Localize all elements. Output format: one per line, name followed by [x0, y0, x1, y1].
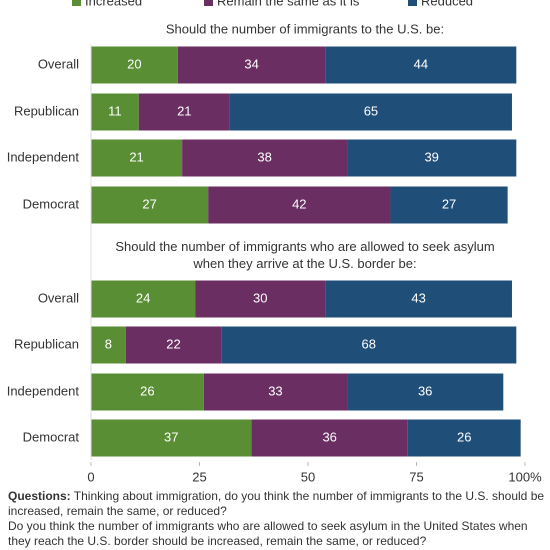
- bar-value-label: 39: [424, 149, 438, 164]
- bar-value-label: 24: [136, 290, 150, 305]
- panel-title: Should the number of immigrants to the U…: [166, 21, 444, 36]
- bar-segment: [91, 280, 196, 318]
- bar-value-label: 30: [253, 290, 267, 305]
- category-label: Independent: [7, 383, 80, 398]
- bar-segment: [91, 46, 178, 84]
- bar-segment: [203, 373, 348, 411]
- panel-title-line: Should the number of immigrants who are …: [115, 239, 494, 254]
- bar-value-label: 36: [418, 383, 432, 398]
- category-label: Republican: [14, 336, 79, 351]
- category-label: Republican: [14, 103, 79, 118]
- bar-segment: [221, 326, 517, 364]
- bar-value-label: 21: [129, 149, 143, 164]
- bar-value-label: 27: [442, 196, 456, 211]
- category-label: Overall: [38, 56, 79, 71]
- bar-segment: [325, 46, 517, 84]
- note-line: Do you think the number of immigrants wh…: [8, 519, 528, 548]
- x-tick-label: 0: [87, 469, 94, 484]
- bar-value-label: 11: [108, 103, 122, 118]
- bar-value-label: 22: [166, 336, 180, 351]
- bar-segment: [91, 186, 209, 224]
- bar-value-label: 34: [244, 56, 258, 71]
- bar-segment: [229, 93, 512, 131]
- category-label: Democrat: [23, 196, 80, 211]
- legend-label: Increased: [85, 0, 142, 8]
- bar-segment: [91, 373, 204, 411]
- bar-segment: [407, 419, 521, 457]
- bar-segment: [251, 419, 408, 457]
- bar-value-label: 26: [457, 429, 471, 444]
- bar-value-label: 21: [177, 103, 191, 118]
- bar-segment: [177, 46, 326, 84]
- bar-segment: [208, 186, 391, 224]
- bar-segment: [138, 93, 230, 131]
- bar-segment: [91, 419, 252, 457]
- notes-label: Questions:: [8, 489, 71, 503]
- bar-value-label: 37: [164, 429, 178, 444]
- notes: Questions: Thinking about immigration, d…: [8, 489, 546, 549]
- bar-value-label: 42: [292, 196, 306, 211]
- chart: Increased Remain the same as it is Reduced…: [7, 0, 542, 484]
- x-tick-label: 100%: [508, 469, 542, 484]
- legend-swatch: [204, 0, 213, 6]
- bar-value-label: 26: [140, 383, 154, 398]
- x-tick-label: 50: [301, 469, 315, 484]
- bar-segment: [91, 326, 126, 364]
- bar-segment: [195, 280, 326, 318]
- bar-segment: [182, 139, 348, 177]
- bar-value-label: 36: [322, 429, 336, 444]
- legend-label: Reduced: [421, 0, 473, 8]
- panel-title-line: when they arrive at the U.S. border be:: [192, 256, 416, 271]
- bar-segment: [125, 326, 222, 364]
- category-label: Overall: [38, 290, 79, 305]
- x-tick-label: 75: [409, 469, 423, 484]
- panel-title: Should the number of immigrants who are …: [115, 239, 494, 271]
- legend-swatch: [408, 0, 417, 6]
- bar-value-label: 38: [257, 149, 271, 164]
- bar-value-label: 68: [362, 336, 376, 351]
- bar-segment: [91, 93, 139, 131]
- bar-value-label: 27: [142, 196, 156, 211]
- legend-swatch: [72, 0, 81, 6]
- category-label: Independent: [7, 149, 80, 164]
- bar-segment: [325, 280, 512, 318]
- bar-value-label: 65: [364, 103, 378, 118]
- bar-value-label: 33: [268, 383, 282, 398]
- x-tick-label: 25: [192, 469, 206, 484]
- bar-value-label: 8: [105, 336, 112, 351]
- bar-segment: [347, 139, 517, 177]
- bar-segment: [390, 186, 508, 224]
- legend-label: Remain the same as it is: [217, 0, 360, 8]
- category-label: Democrat: [23, 429, 80, 444]
- note-line: Thinking about immigration, do you think…: [8, 489, 545, 518]
- bar-value-label: 44: [414, 56, 428, 71]
- bar-value-label: 43: [411, 290, 425, 305]
- bar-value-label: 20: [127, 56, 141, 71]
- bar-segment: [347, 373, 504, 411]
- bar-segment: [91, 139, 183, 177]
